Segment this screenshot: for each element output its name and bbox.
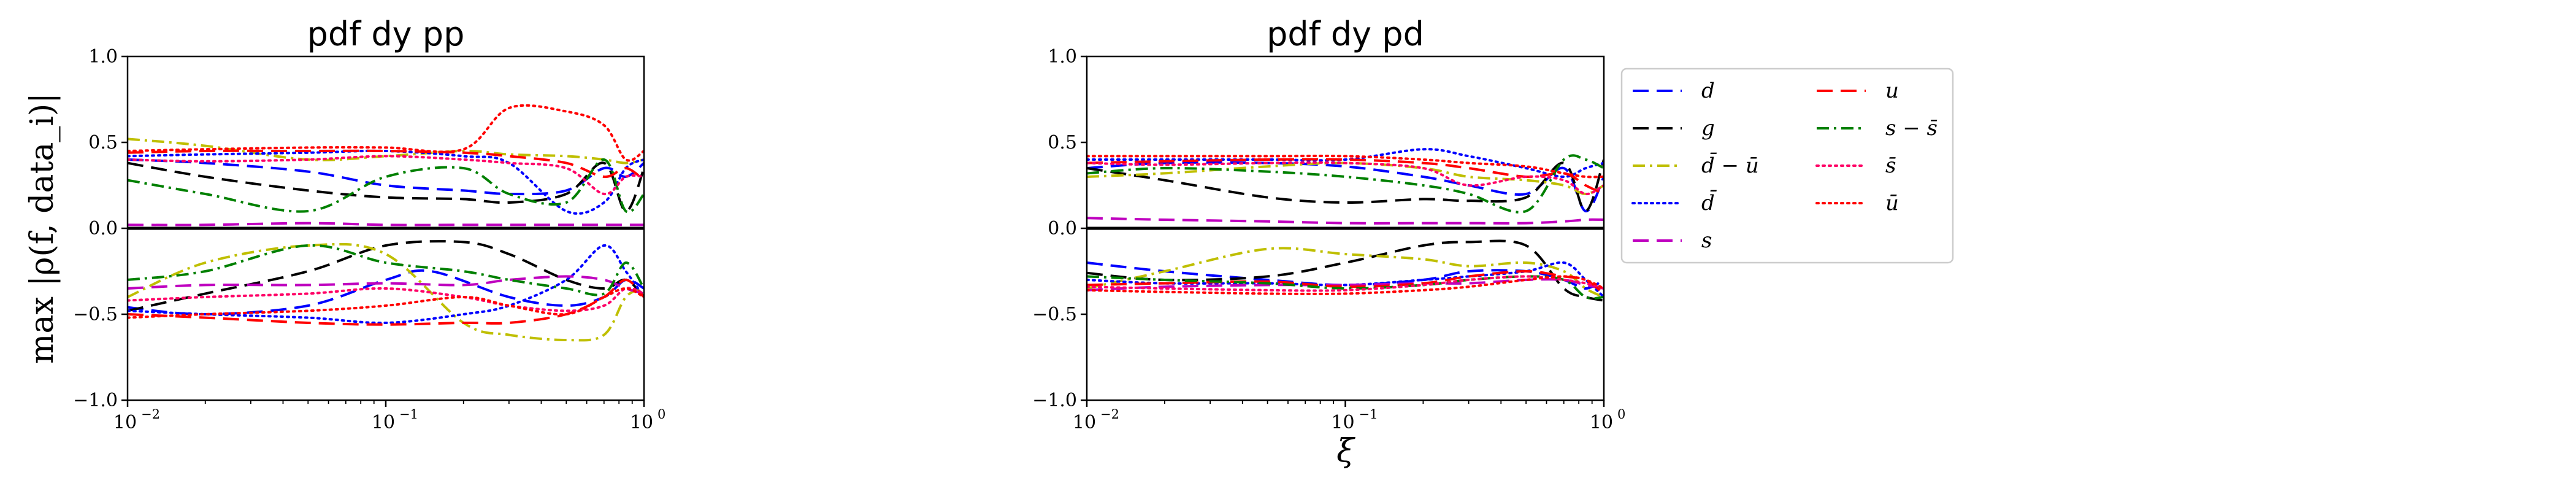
chart-title: pdf dy pp	[307, 15, 465, 53]
series-line-8-pos	[1087, 155, 1604, 179]
y-tick-label: −0.5	[73, 304, 118, 325]
x-tick-exponent: −1	[1359, 407, 1378, 422]
x-tick-label: 10	[372, 412, 395, 433]
y-axis-label: max |ρ(f, data_i)|	[24, 93, 61, 364]
y-tick-label: 0.5	[88, 132, 118, 153]
series-line-6-pos	[128, 158, 644, 214]
legend: d u g s − s̄ d̄ − ū s̄ d̄ ū s	[1620, 68, 1954, 264]
legend-label: d̄ − ū	[1701, 152, 1759, 178]
series-line-7-pos	[1087, 161, 1604, 196]
series-line-6-neg	[128, 244, 644, 296]
x-tick-exponent: −2	[141, 407, 160, 422]
series-line-1-pos	[128, 161, 644, 212]
plot-area	[128, 104, 644, 342]
y-tick-label: 0.5	[1048, 132, 1077, 153]
legend-label: s	[1701, 228, 1712, 253]
series-line-4-pos	[128, 222, 644, 226]
series-line-3-pos	[128, 149, 644, 215]
plot-area	[1087, 148, 1604, 302]
x-tick-exponent: −1	[399, 407, 418, 422]
x-tick-label: 10	[1331, 412, 1354, 433]
legend-label: g	[1701, 116, 1715, 141]
series-line-1-pos	[1087, 159, 1604, 212]
x-tick-exponent: 0	[1617, 407, 1625, 422]
x-tick-label: 10	[113, 412, 137, 433]
x-tick-label: 10	[1073, 412, 1096, 433]
y-tick-label: −1.0	[73, 390, 118, 411]
series-line-0-pos	[1087, 161, 1604, 212]
series-line-8-neg	[1087, 275, 1604, 295]
series-line-4-neg	[128, 275, 644, 295]
chart-title: pdf dy pd	[1267, 15, 1424, 53]
x-tick-label: 10	[630, 412, 653, 433]
x-axis-label: ξ	[1336, 433, 1355, 470]
x-tick-label: 10	[1590, 412, 1613, 433]
legend-label: u	[1885, 79, 1899, 103]
series-line-8-neg	[128, 287, 644, 319]
y-tick-label: 1.0	[1048, 46, 1077, 68]
y-tick-label: 0.0	[88, 218, 118, 239]
chart-panel-pd: pdf dy pd1.00.50.0−0.5−1.010 −2 10 −1 10 0ξ	[1032, 15, 1625, 470]
legend-label: ū	[1885, 191, 1899, 215]
x-tick-exponent: −2	[1100, 407, 1119, 422]
y-tick-label: 0.0	[1048, 218, 1077, 239]
series-line-5-neg	[128, 278, 644, 326]
legend-box	[1620, 68, 1954, 264]
series-line-1-neg	[128, 240, 644, 312]
series-line-4-pos	[1087, 217, 1604, 225]
y-tick-label: −0.5	[1032, 304, 1077, 325]
legend-label: d	[1701, 79, 1715, 103]
series-line-2-neg	[1087, 247, 1604, 298]
y-tick-label: 1.0	[88, 46, 118, 68]
series-line-7-neg	[128, 287, 644, 312]
series-line-3-neg	[128, 244, 644, 325]
series-line-8-pos	[128, 104, 644, 162]
legend-label: d̄	[1701, 190, 1717, 215]
chart-panel-pp: pdf dy pp1.00.50.0−0.5−1.010 −2 10 −1 10 0max…	[24, 15, 665, 433]
legend-label: s̄	[1885, 153, 1896, 178]
series-line-6-pos	[1087, 154, 1604, 214]
series-line-2-pos	[1087, 161, 1604, 196]
series-line-0-pos	[128, 158, 644, 196]
series-line-2-neg	[128, 242, 644, 342]
y-tick-label: −1.0	[1032, 390, 1077, 411]
series-line-7-neg	[1087, 275, 1604, 292]
x-tick-exponent: 0	[657, 407, 665, 422]
series-line-5-pos	[128, 149, 644, 182]
series-line-3-pos	[1087, 148, 1604, 179]
series-line-7-pos	[128, 155, 644, 196]
legend-label: s − s̄	[1885, 116, 1938, 141]
series-line-6-neg	[1087, 275, 1604, 300]
